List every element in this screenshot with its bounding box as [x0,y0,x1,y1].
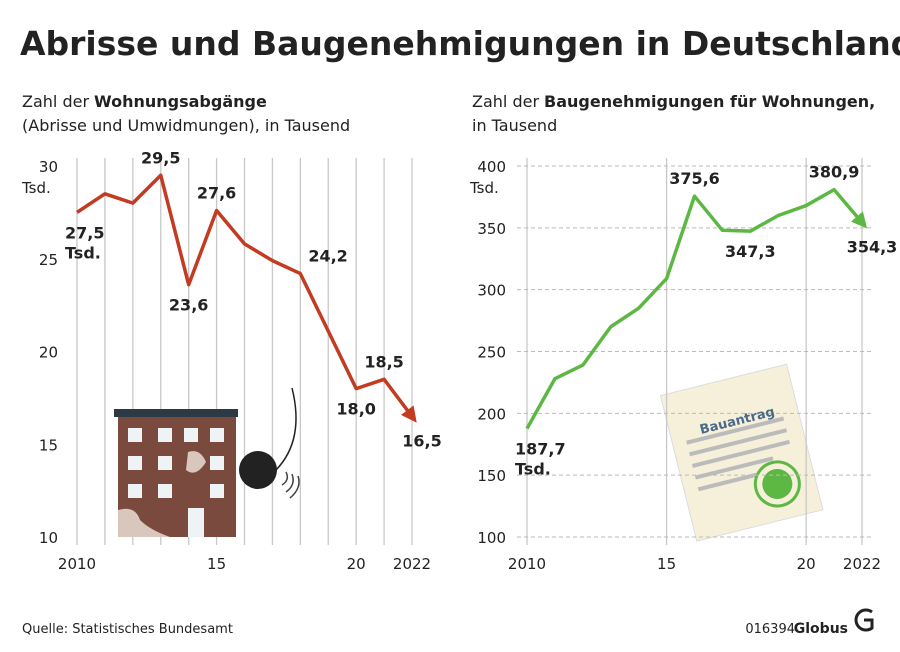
x-tick-label: 2010 [58,555,96,573]
x-tick-label: 2022 [843,555,881,573]
x-tick-label: 20 [347,555,366,573]
data-label: 16,5 [402,431,441,450]
x-tick-label: 2022 [393,555,431,573]
y-unit: Tsd. [21,179,51,197]
title: Abrisse und Baugenehmigungen in Deutschl… [20,24,900,63]
subtitle-lead: Zahl der [22,92,89,111]
y-tick-label: 150 [477,467,506,485]
brand-logo [854,608,874,632]
data-label: 24,2 [308,247,347,266]
y-tick-label: 15 [39,436,58,454]
data-label: 18,5 [364,352,403,371]
x-tick-label: 2010 [508,555,546,573]
y-tick-label: 100 [477,529,506,547]
subtitle-bold: Wohnungsabgänge [94,92,267,111]
x-tick-label: 20 [797,555,816,573]
source: Quelle: Statistisches Bundesamt [22,622,233,637]
data-label: 375,6 [669,169,720,188]
data-label: 354,3 [847,238,898,257]
subtitle-bold: Baugenehmigungen für Wohnungen, [544,92,875,111]
data-label: 18,0 [336,400,375,419]
building-illustration [114,387,300,537]
data-label: 380,9 [809,163,860,182]
brand: Globus [794,621,848,637]
x-tick-label: 15 [657,555,676,573]
y-tick-label: 250 [477,344,506,362]
data-line [76,173,417,423]
subtitle: Zahl der Baugenehmigungen für Wohnungen, [472,92,875,111]
subtitle: Zahl der Wohnungsabgänge [22,92,267,111]
data-label-unit: Tsd. [515,460,551,479]
data-label: 187,7 [515,440,566,459]
document-illustration [659,363,824,542]
x-tick-label: 15 [207,555,226,573]
y-tick-label: 10 [39,529,58,547]
y-tick-label: 350 [477,220,506,238]
y-tick-label: 25 [39,251,58,269]
data-label: 23,6 [169,296,208,315]
subtitle-rest: (Abrisse und Umwidmungen), in Tausend [22,116,350,135]
y-tick-label: 300 [477,282,506,300]
y-tick-label: 30 [39,158,58,176]
y-tick-label: 200 [477,405,506,423]
data-label: 27,5 [65,223,104,242]
y-unit: Tsd. [469,179,499,197]
data-label: 29,5 [141,148,180,167]
y-tick-label: 400 [477,158,506,176]
y-tick-label: 20 [39,344,58,362]
data-label-unit: Tsd. [65,243,101,262]
code: 016394 [745,622,795,637]
data-label: 27,6 [197,184,236,203]
subtitle-rest: in Tausend [472,116,557,135]
subtitle-lead: Zahl der [472,92,539,111]
data-line [525,187,868,430]
data-label: 347,3 [725,242,776,261]
